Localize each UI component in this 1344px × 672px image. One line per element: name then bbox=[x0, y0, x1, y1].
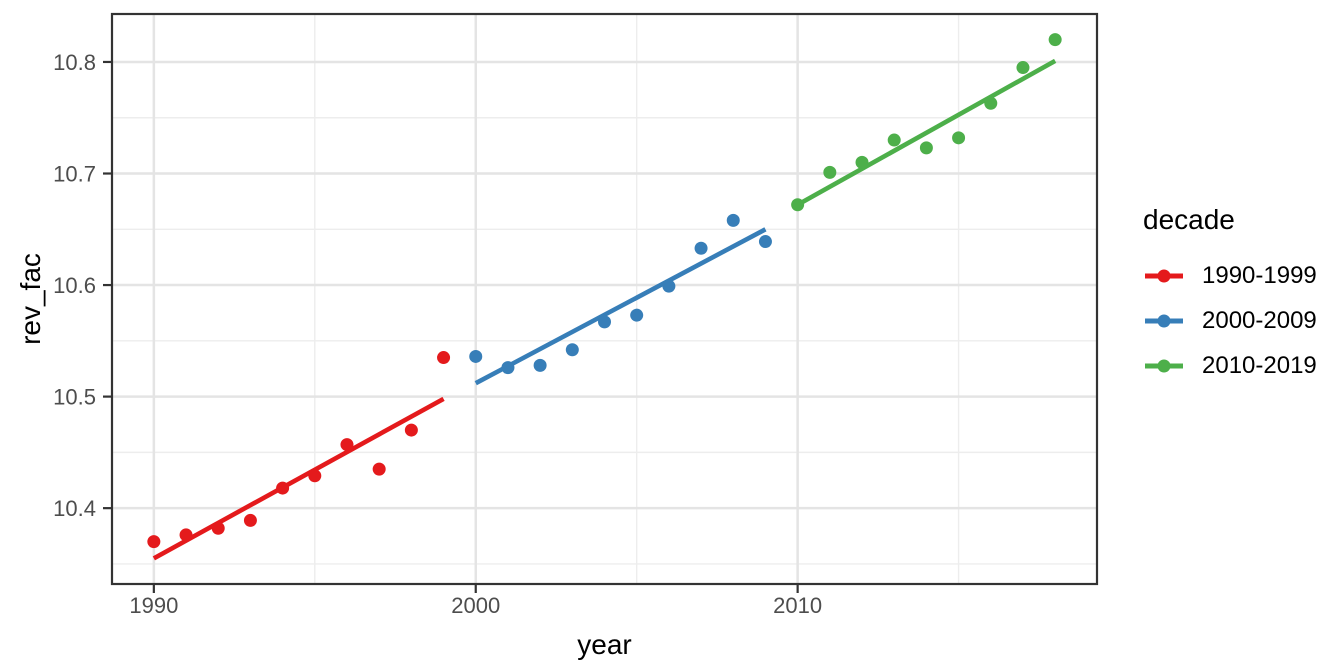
legend-key-point bbox=[1157, 359, 1171, 372]
data-point bbox=[855, 155, 869, 169]
legend-entry: 1990-1999 bbox=[1143, 253, 1317, 298]
legend-entry: 2000-2009 bbox=[1143, 298, 1317, 343]
data-point bbox=[887, 133, 901, 147]
legend: decade 1990-1999 2000-2009 2010-2019 bbox=[1143, 203, 1317, 388]
legend-key-point bbox=[1157, 269, 1171, 282]
trend-line bbox=[474, 227, 767, 386]
y-axis-title: rev_fac bbox=[15, 253, 46, 345]
data-point bbox=[276, 481, 290, 495]
legend-label: 2000-2009 bbox=[1202, 306, 1317, 334]
data-point bbox=[469, 349, 483, 363]
y-tick-label: 10.6 bbox=[53, 273, 96, 298]
data-point bbox=[984, 96, 998, 110]
trend-line bbox=[152, 396, 445, 561]
legend-key-icon bbox=[1145, 314, 1183, 327]
data-point bbox=[340, 438, 354, 452]
data-point bbox=[179, 528, 193, 542]
data-point bbox=[791, 198, 805, 212]
legend-key-icon bbox=[1145, 359, 1183, 372]
data-point bbox=[694, 241, 708, 255]
data-point bbox=[147, 535, 161, 549]
legend-entry: 2010-2019 bbox=[1143, 343, 1317, 388]
y-tick-label: 10.5 bbox=[53, 385, 96, 410]
y-tick-label: 10.7 bbox=[53, 162, 96, 187]
data-point bbox=[630, 308, 644, 322]
legend-title: decade bbox=[1143, 204, 1235, 235]
data-point bbox=[243, 513, 257, 527]
data-point bbox=[823, 165, 837, 179]
legend-label: 2010-2019 bbox=[1202, 351, 1317, 379]
data-point bbox=[437, 351, 451, 365]
y-tick-label: 10.4 bbox=[53, 496, 96, 521]
legend-entries: 1990-1999 2000-2009 2010-2019 bbox=[1143, 253, 1317, 388]
data-point bbox=[598, 315, 611, 329]
data-point bbox=[662, 279, 676, 293]
data-point bbox=[919, 141, 933, 155]
data-point bbox=[1048, 33, 1062, 47]
x-tick-label: 2010 bbox=[773, 593, 822, 618]
data-point bbox=[308, 469, 322, 483]
data-point bbox=[758, 235, 772, 249]
panel-border bbox=[110, 12, 1099, 586]
y-tick-label: 10.8 bbox=[53, 50, 96, 75]
data-point bbox=[404, 423, 418, 437]
data-point bbox=[565, 343, 579, 357]
data-point bbox=[533, 358, 547, 372]
x-tick-label: 2000 bbox=[451, 593, 500, 618]
trend-line bbox=[796, 58, 1057, 207]
data-point bbox=[1016, 61, 1030, 75]
data-point bbox=[372, 462, 386, 476]
legend-key-point bbox=[1157, 314, 1171, 327]
data-point bbox=[211, 521, 225, 535]
data-point bbox=[952, 131, 966, 145]
data-point bbox=[726, 213, 740, 227]
legend-key-icon bbox=[1145, 269, 1183, 282]
x-axis-title: year bbox=[577, 629, 632, 660]
data-point bbox=[501, 361, 515, 375]
legend-label: 1990-1999 bbox=[1202, 261, 1317, 289]
x-tick-label: 1990 bbox=[129, 593, 178, 618]
